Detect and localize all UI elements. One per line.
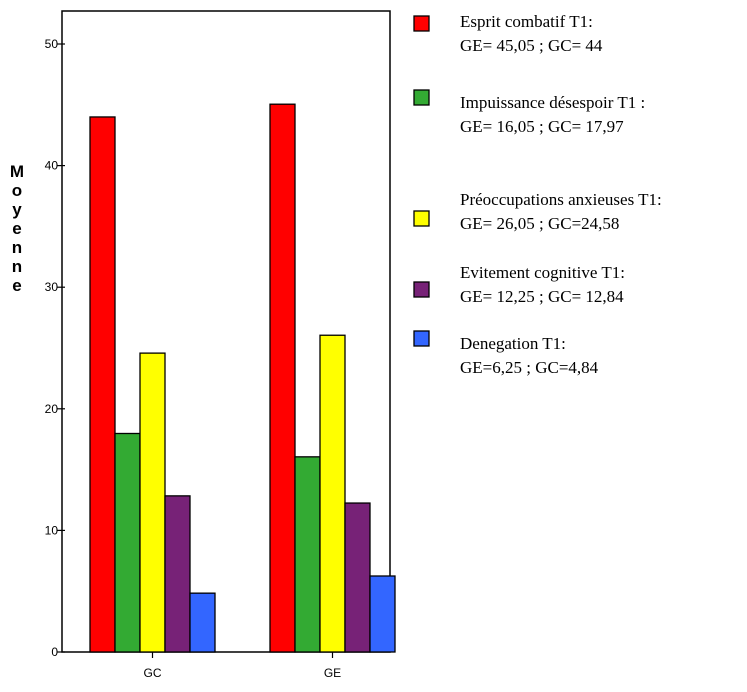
y-axis-label-letter: e bbox=[12, 219, 21, 238]
y-tick-label: 30 bbox=[45, 280, 59, 294]
legend-swatch-4 bbox=[413, 281, 430, 298]
legend-values-5: GE=6,25 ; GC=4,84 bbox=[460, 358, 599, 377]
bar-ge-series-5 bbox=[369, 575, 396, 653]
bar-gc-series-1 bbox=[89, 116, 116, 653]
y-tick-label: 50 bbox=[45, 37, 59, 51]
y-axis-label-letter: n bbox=[12, 257, 22, 276]
bars-group bbox=[89, 103, 396, 653]
legend-values-4: GE= 12,25 ; GC= 12,84 bbox=[460, 287, 624, 306]
legend-swatch-1 bbox=[413, 15, 430, 32]
bar-gc-series-3 bbox=[139, 352, 166, 653]
y-tick-label: 10 bbox=[45, 523, 59, 537]
bar-gc-series-5 bbox=[189, 592, 216, 653]
legend-swatch-5 bbox=[413, 330, 430, 347]
legend-label-3: Préoccupations anxieuses T1: bbox=[460, 190, 662, 209]
x-tick-label: GC bbox=[144, 666, 162, 680]
y-tick-label: 40 bbox=[45, 159, 59, 173]
y-axis-label-letter: M bbox=[10, 162, 24, 181]
legend-values-1: GE= 45,05 ; GC= 44 bbox=[460, 36, 603, 55]
plot-frame bbox=[61, 10, 391, 653]
legend-label-2: Impuissance désespoir T1 : bbox=[460, 93, 645, 112]
legend: Esprit combatif T1: GE= 45,05 ; GC= 44 Imp… bbox=[413, 12, 662, 377]
bar-gc-series-4 bbox=[164, 495, 191, 653]
legend-label-5: Denegation T1: bbox=[460, 334, 566, 353]
bar-ge-series-4 bbox=[344, 502, 371, 653]
y-tick-label: 0 bbox=[51, 645, 58, 659]
legend-values-2: GE= 16,05 ; GC= 17,97 bbox=[460, 117, 624, 136]
legend-values-3: GE= 26,05 ; GC=24,58 bbox=[460, 214, 619, 233]
y-axis-label-letter: y bbox=[12, 200, 22, 219]
y-tick-label: 20 bbox=[45, 402, 59, 416]
y-axis-label-letter: o bbox=[12, 181, 22, 200]
y-axis-label-letter: e bbox=[12, 276, 21, 295]
bar-gc-series-2 bbox=[114, 432, 141, 653]
x-tick-label: GE bbox=[324, 666, 341, 680]
legend-swatch-2 bbox=[413, 89, 430, 106]
bar-ge-series-3 bbox=[319, 334, 346, 653]
y-axis: 0 10 20 30 40 50 bbox=[45, 37, 65, 659]
legend-swatch-3 bbox=[413, 210, 430, 227]
legend-label-4: Evitement cognitive T1: bbox=[460, 263, 625, 282]
legend-label-1: Esprit combatif T1: bbox=[460, 12, 593, 31]
bar-ge-series-2 bbox=[294, 456, 321, 653]
bar-ge-series-1 bbox=[269, 103, 296, 653]
y-axis-label-letter: n bbox=[12, 238, 22, 257]
x-axis: GC GE bbox=[144, 652, 341, 680]
